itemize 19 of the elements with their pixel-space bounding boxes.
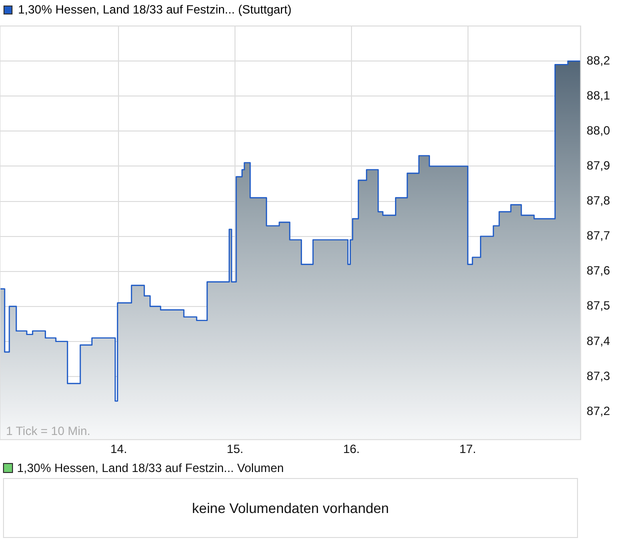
- y-tick-label: 88,2: [586, 53, 610, 68]
- text: keine Volumendaten vorhanden: [3, 478, 578, 538]
- x-tick-label: 14.: [110, 442, 128, 456]
- y-tick-label: 87,5: [586, 298, 610, 313]
- y-tick-label: 87,3: [586, 368, 610, 383]
- legend-label: 1,30% Hessen, Land 18/33 auf Festzin... (Stuttgart): [18, 2, 292, 16]
- y-tick-label: 87,4: [586, 334, 610, 348]
- annotation: 1 Tick = 10 Min.: [6, 424, 90, 438]
- y-tick-label: 87,7: [586, 228, 610, 243]
- y-tick-label: 88,1: [586, 88, 610, 102]
- y-tick-label: 87,9: [586, 158, 610, 173]
- x-tick-label: 17.: [459, 442, 476, 456]
- y-tick-label: 87,6: [586, 264, 610, 278]
- y-tick-label: 88,0: [586, 123, 610, 138]
- x-tick-label: 16.: [343, 442, 360, 456]
- text: 1,30% Hessen, Land 18/33 auf Festzin... Volumen: [17, 461, 284, 475]
- y-tick-label: 87,8: [586, 194, 610, 208]
- x-tick-label: 15.: [226, 442, 244, 456]
- y-tick-label: 87,2: [586, 404, 610, 418]
